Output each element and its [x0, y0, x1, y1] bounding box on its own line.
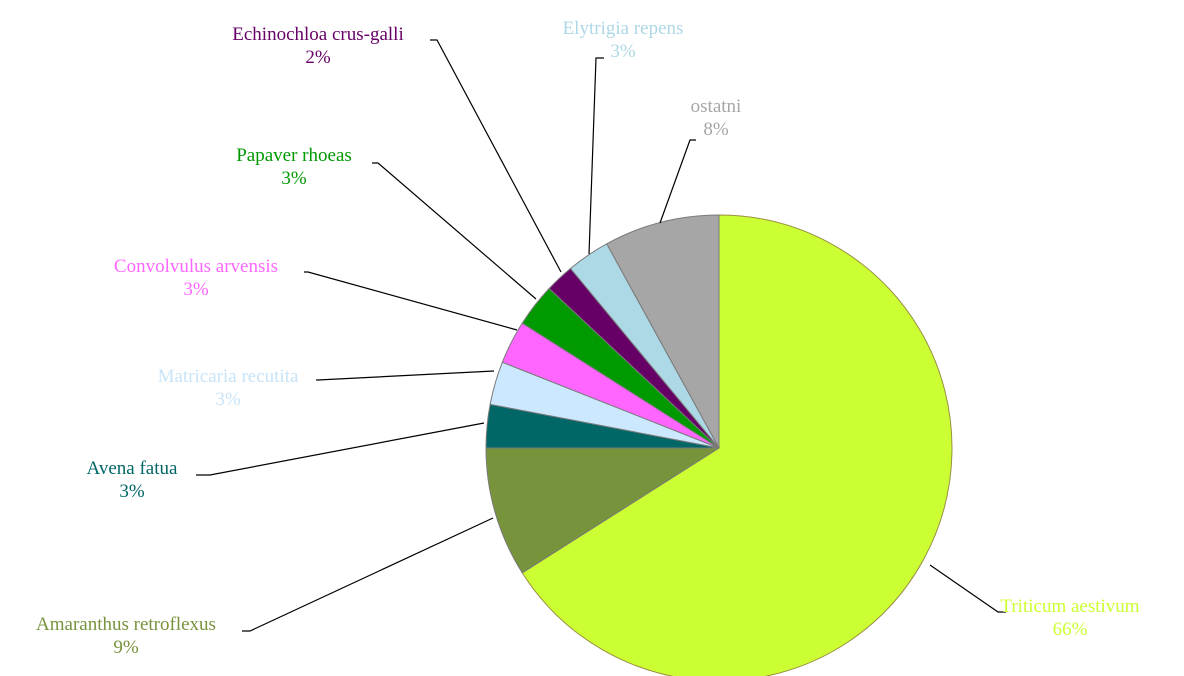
slice-triticum-aestivum [521, 214, 953, 676]
slice-value-convolvulus-arvensis: 3% [183, 279, 209, 300]
slice-label-convolvulus-arvensis: Convolvulus arvensis [114, 256, 278, 277]
leader-line-avena-fatua [196, 422, 485, 476]
pie-slices [485, 214, 953, 676]
slice-label-amaranthus-retroflexus: Amaranthus retroflexus [36, 614, 216, 635]
leader-line-triticum-aestivum [929, 564, 1006, 613]
slice-value-matricaria-recutita: 3% [215, 389, 241, 410]
leader-line-elytrigia-repens [588, 57, 604, 255]
leader-line-convolvulus-arvensis [304, 271, 518, 331]
slice-label-ostatni: ostatni [691, 96, 742, 117]
slice-ostatni [606, 214, 720, 449]
slice-value-ostatni: 8% [703, 119, 729, 140]
slice-value-elytrigia-repens: 3% [610, 41, 636, 62]
leader-line-amaranthus-retroflexus [242, 517, 494, 632]
slice-label-avena-fatua: Avena fatua [87, 458, 178, 479]
slice-label-matricaria-recutita: Matricaria recutita [158, 366, 299, 387]
slice-label-papaver-rhoeas: Papaver rhoeas [236, 145, 352, 166]
leader-line-ostatni [659, 139, 696, 224]
slice-value-echinochloa-crus-galli: 2% [305, 47, 331, 68]
leader-line-echinochloa-crus-galli [430, 39, 562, 273]
slice-value-avena-fatua: 3% [119, 481, 145, 502]
slice-label-triticum-aestivum: Triticum aestivum [1000, 596, 1139, 617]
slice-value-papaver-rhoeas: 3% [281, 168, 307, 189]
slice-label-elytrigia-repens: Elytrigia repens [563, 18, 684, 39]
slice-label-echinochloa-crus-galli: Echinochloa crus-galli [232, 24, 403, 45]
leader-line-papaver-rhoeas [372, 162, 537, 300]
leader-lines [196, 39, 1006, 632]
slice-amaranthus-retroflexus [485, 447, 721, 574]
slice-value-amaranthus-retroflexus: 9% [113, 637, 139, 658]
slice-value-triticum-aestivum: 66% [1053, 619, 1088, 640]
leader-line-matricaria-recutita [316, 370, 495, 381]
